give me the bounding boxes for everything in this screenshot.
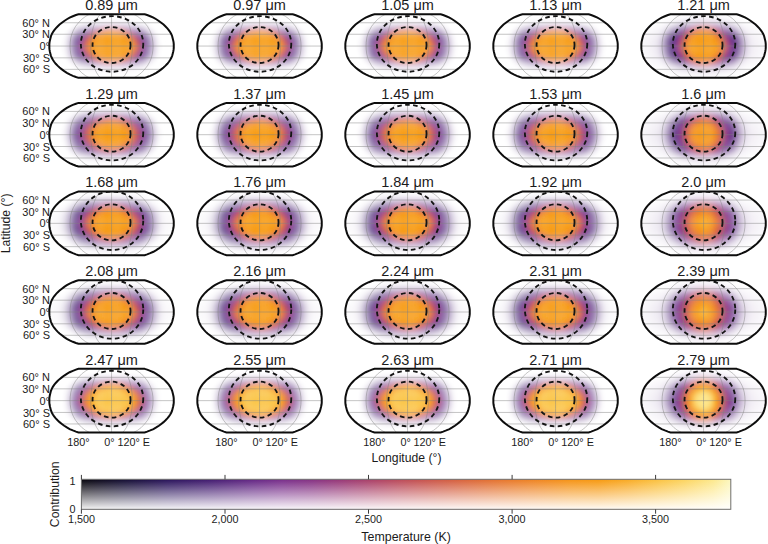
svg-text:Temperature (K): Temperature (K) — [361, 530, 451, 544]
svg-text:120° E: 120° E — [413, 436, 446, 448]
svg-text:1: 1 — [69, 475, 75, 487]
svg-text:180°: 180° — [363, 436, 385, 448]
svg-text:30° S: 30° S — [23, 52, 50, 64]
svg-text:1.76 μm: 1.76 μm — [233, 174, 286, 190]
svg-text:180°: 180° — [215, 436, 237, 448]
svg-text:0°: 0° — [252, 436, 262, 448]
svg-text:60° N: 60° N — [22, 194, 50, 206]
svg-text:0.97 μm: 0.97 μm — [233, 0, 286, 13]
svg-text:1.84 μm: 1.84 μm — [381, 174, 434, 190]
svg-text:2.08 μm: 2.08 μm — [85, 263, 138, 279]
svg-text:0°: 0° — [104, 436, 114, 448]
svg-text:60° N: 60° N — [22, 17, 50, 29]
svg-text:2.55 μm: 2.55 μm — [233, 352, 286, 368]
svg-text:60° S: 60° S — [23, 241, 50, 253]
svg-text:0: 0 — [69, 503, 75, 515]
svg-text:60° S: 60° S — [23, 152, 50, 164]
svg-text:30° S: 30° S — [23, 229, 50, 241]
svg-text:1.53 μm: 1.53 μm — [529, 86, 582, 102]
svg-text:0°: 0° — [39, 395, 50, 407]
svg-text:2.31 μm: 2.31 μm — [529, 263, 582, 279]
svg-text:1.05 μm: 1.05 μm — [381, 0, 434, 13]
svg-text:120° E: 120° E — [265, 436, 298, 448]
svg-text:180°: 180° — [511, 436, 533, 448]
svg-text:Contribution: Contribution — [48, 461, 62, 527]
svg-text:60° S: 60° S — [23, 418, 50, 430]
svg-text:2.24 μm: 2.24 μm — [381, 263, 434, 279]
svg-text:3,000: 3,000 — [499, 513, 526, 525]
svg-text:1.13 μm: 1.13 μm — [529, 0, 582, 13]
svg-text:30° N: 30° N — [22, 117, 50, 129]
svg-text:0°: 0° — [39, 40, 50, 52]
svg-text:2.79 μm: 2.79 μm — [677, 352, 730, 368]
svg-text:180°: 180° — [659, 436, 681, 448]
svg-text:1.37 μm: 1.37 μm — [233, 86, 286, 102]
svg-text:1.29 μm: 1.29 μm — [85, 86, 138, 102]
svg-text:2,000: 2,000 — [211, 513, 238, 525]
svg-text:180°: 180° — [67, 436, 89, 448]
svg-text:0°: 0° — [39, 306, 50, 318]
svg-text:30° N: 30° N — [22, 28, 50, 40]
svg-text:1.68 μm: 1.68 μm — [85, 174, 138, 190]
svg-text:30° N: 30° N — [22, 294, 50, 306]
svg-text:3,500: 3,500 — [642, 513, 669, 525]
svg-text:30° S: 30° S — [23, 407, 50, 419]
svg-text:30° N: 30° N — [22, 383, 50, 395]
svg-text:120° E: 120° E — [709, 436, 742, 448]
svg-text:2.47 μm: 2.47 μm — [85, 352, 138, 368]
svg-text:2.63 μm: 2.63 μm — [381, 352, 434, 368]
svg-text:0°: 0° — [39, 129, 50, 141]
svg-text:2.16 μm: 2.16 μm — [233, 263, 286, 279]
svg-text:0°: 0° — [548, 436, 558, 448]
svg-text:60° N: 60° N — [22, 283, 50, 295]
svg-text:1.6 μm: 1.6 μm — [681, 86, 726, 102]
svg-text:1,500: 1,500 — [68, 513, 95, 525]
svg-text:30° N: 30° N — [22, 206, 50, 218]
svg-text:30° S: 30° S — [23, 318, 50, 330]
svg-text:0.89 μm: 0.89 μm — [85, 0, 138, 13]
svg-text:2.71 μm: 2.71 μm — [529, 352, 582, 368]
svg-text:120° E: 120° E — [117, 436, 150, 448]
svg-text:60° S: 60° S — [23, 329, 50, 341]
svg-text:2,500: 2,500 — [355, 513, 382, 525]
svg-text:Latitude (°): Latitude (°) — [0, 194, 13, 254]
svg-text:60° N: 60° N — [22, 105, 50, 117]
svg-text:30° S: 30° S — [23, 141, 50, 153]
svg-text:0°: 0° — [696, 436, 706, 448]
svg-text:2.0 μm: 2.0 μm — [681, 174, 726, 190]
svg-text:0°: 0° — [39, 217, 50, 229]
svg-text:120° E: 120° E — [561, 436, 594, 448]
svg-text:1.45 μm: 1.45 μm — [381, 86, 434, 102]
svg-text:2.39 μm: 2.39 μm — [677, 263, 730, 279]
svg-text:1.21 μm: 1.21 μm — [677, 0, 730, 13]
svg-text:Longitude (°): Longitude (°) — [372, 451, 442, 465]
svg-text:60° N: 60° N — [22, 371, 50, 383]
svg-text:0°: 0° — [400, 436, 410, 448]
svg-text:1.92 μm: 1.92 μm — [529, 174, 582, 190]
svg-text:60° S: 60° S — [23, 63, 50, 75]
